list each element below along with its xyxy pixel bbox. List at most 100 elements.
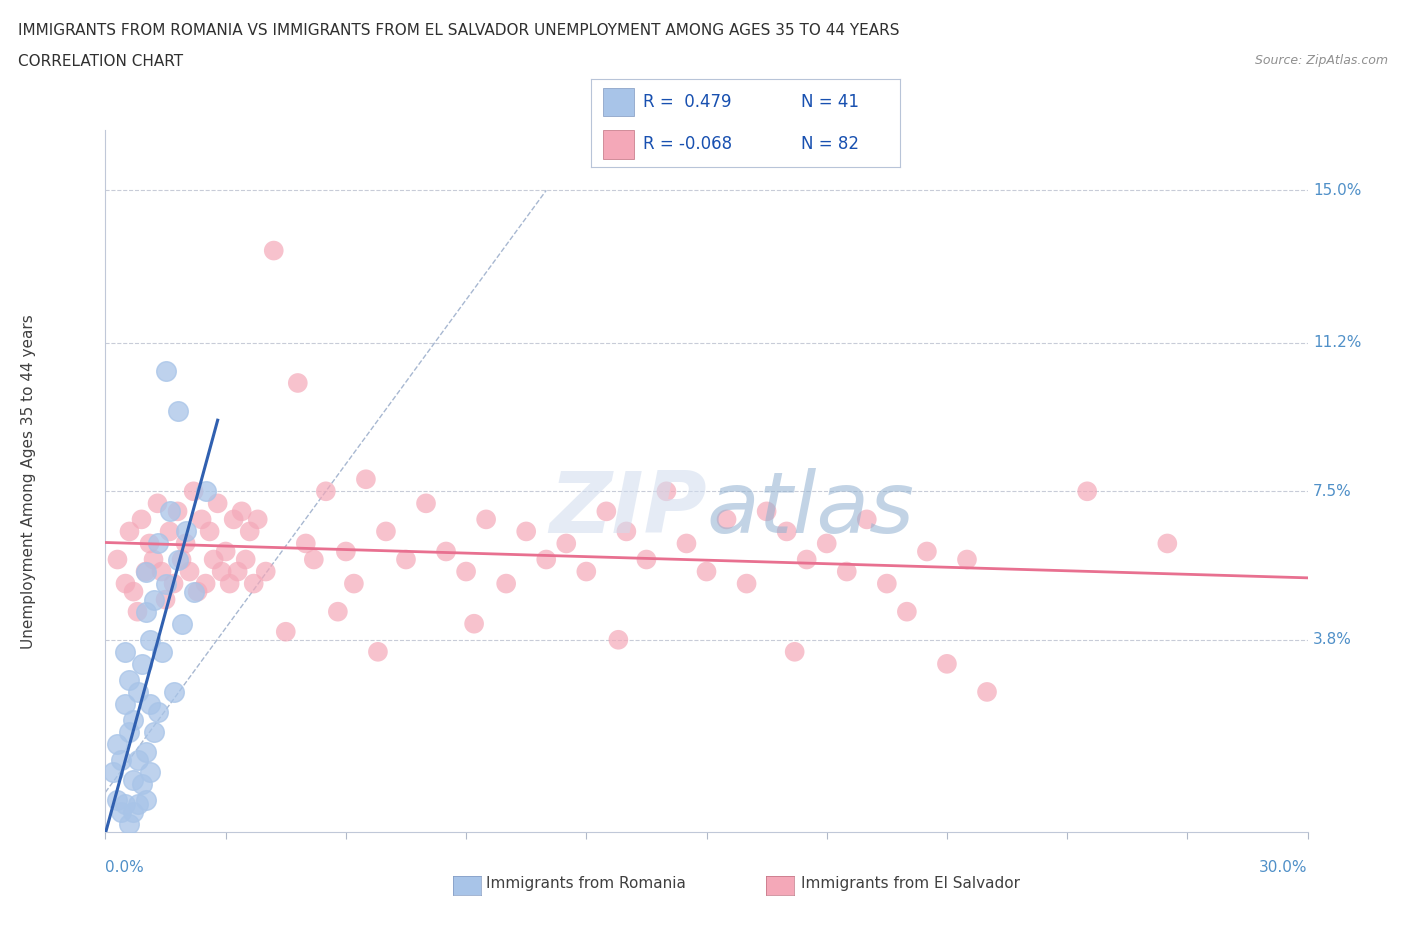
Text: 7.5%: 7.5% [1313,484,1353,498]
Point [131,657,153,671]
Point [190,512,212,526]
Point [135,604,157,619]
Point [315,484,337,498]
Point [231,504,253,519]
Point [183,484,205,498]
Point [142,552,165,567]
Point [796,552,818,567]
Point [194,577,217,591]
Text: Immigrants from El Salvador: Immigrants from El Salvador [801,876,1021,891]
Point [174,524,197,538]
Point [235,552,257,567]
Point [114,697,136,711]
Point [855,512,877,526]
Point [956,552,979,567]
Point [218,577,240,591]
Text: ZIP: ZIP [548,468,707,551]
Point [555,536,578,551]
Point [776,524,799,538]
Point [607,632,630,647]
Text: N = 41: N = 41 [801,93,859,111]
Point [114,644,136,659]
Point [107,552,129,567]
Point [211,565,233,579]
Point [876,577,898,591]
Point [202,552,225,567]
Point [127,684,149,699]
Point [595,504,617,519]
Point [122,804,145,819]
Point [127,604,149,619]
Point [146,705,169,720]
Text: 30.0%: 30.0% [1260,860,1308,875]
Point [463,617,485,631]
Point [434,544,457,559]
Point [170,617,193,631]
Point [166,552,188,567]
Point [162,577,184,591]
Text: 0.0%: 0.0% [105,860,145,875]
Point [222,512,245,526]
Point [655,484,678,498]
Point [142,724,165,739]
Point [146,536,169,551]
Point [155,577,177,591]
Point [135,565,157,579]
Point [783,644,806,659]
Point [696,565,718,579]
Point [815,536,838,551]
Point [122,712,145,727]
Text: R = -0.068: R = -0.068 [643,136,733,153]
Point [198,524,221,538]
Point [335,544,357,559]
Point [343,577,366,591]
Point [254,565,277,579]
Point [367,644,389,659]
Point [374,524,396,538]
Point [135,745,157,760]
Text: 3.8%: 3.8% [1313,632,1353,647]
Text: Source: ZipAtlas.com: Source: ZipAtlas.com [1254,54,1388,67]
Point [122,773,145,788]
Point [515,524,537,538]
Point [114,797,136,812]
Point [135,565,157,579]
Point [274,624,297,639]
Point [138,697,160,711]
Point [1076,484,1098,498]
Point [107,737,129,751]
Point [475,512,498,526]
Point [131,512,153,526]
Point [166,504,188,519]
Text: IMMIGRANTS FROM ROMANIA VS IMMIGRANTS FROM EL SALVADOR UNEMPLOYMENT AMONG AGES 3: IMMIGRANTS FROM ROMANIA VS IMMIGRANTS FR… [18,23,900,38]
Point [415,496,437,511]
Bar [603,88,634,116]
Point [150,565,173,579]
Text: atlas: atlas [707,468,914,551]
Point [127,752,149,767]
Point [138,536,160,551]
Point [354,472,377,486]
Point [735,577,758,591]
Point [138,632,160,647]
Point [138,764,160,779]
Point [636,552,658,567]
Point [915,544,938,559]
Point [146,496,169,511]
Point [135,792,157,807]
Point [214,544,236,559]
Point [150,644,173,659]
Point [835,565,858,579]
Point [287,376,309,391]
Point [295,536,318,551]
Point [716,512,738,526]
Bar [603,130,634,159]
Point [976,684,998,699]
Text: 11.2%: 11.2% [1313,336,1361,351]
Point [127,797,149,812]
Text: N = 82: N = 82 [801,136,859,153]
Point [896,604,918,619]
Text: Unemployment Among Ages 35 to 44 years: Unemployment Among Ages 35 to 44 years [21,314,35,648]
Point [110,804,132,819]
Point [155,592,177,607]
